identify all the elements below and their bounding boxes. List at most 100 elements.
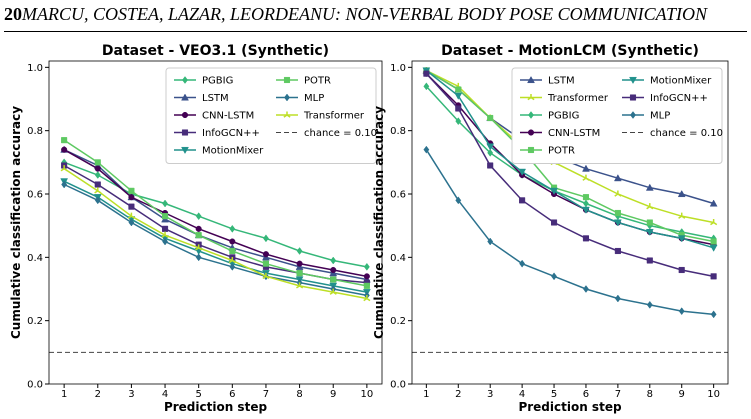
data-point bbox=[710, 310, 717, 319]
data-point bbox=[94, 159, 101, 166]
legend-label: CNN-LSTM bbox=[202, 111, 254, 122]
data-point bbox=[455, 105, 462, 112]
series-line bbox=[63, 164, 367, 284]
data-point bbox=[710, 219, 718, 226]
data-point bbox=[583, 285, 589, 293]
data-point bbox=[195, 244, 203, 251]
y-tick-label: 0.0 bbox=[390, 380, 406, 391]
x-tick-label: 2 bbox=[455, 389, 461, 400]
data-point bbox=[423, 82, 430, 91]
y-tick-label: 0.2 bbox=[27, 316, 43, 327]
plot-frame bbox=[411, 60, 729, 385]
data-point bbox=[550, 219, 558, 226]
data-point bbox=[646, 300, 653, 309]
x-tick-label: 6 bbox=[229, 389, 235, 400]
y-tick-label: 0.2 bbox=[390, 316, 406, 327]
y-tick-label: 1.0 bbox=[27, 63, 43, 74]
data-point bbox=[60, 165, 68, 172]
data-point bbox=[454, 92, 463, 100]
legend-label: MotionMixer bbox=[650, 76, 712, 87]
x-tick-label: 6 bbox=[583, 389, 589, 400]
data-point bbox=[229, 238, 236, 245]
data-point bbox=[677, 189, 686, 198]
data-point bbox=[128, 194, 135, 201]
x-axis-label: Prediction step bbox=[164, 400, 268, 414]
data-point bbox=[363, 262, 370, 271]
legend-label: chance = 0.10 bbox=[650, 128, 723, 139]
data-point bbox=[709, 199, 718, 207]
data-point bbox=[228, 257, 236, 264]
data-point bbox=[296, 270, 303, 277]
x-tick-label: 4 bbox=[162, 389, 168, 400]
data-point bbox=[128, 203, 135, 210]
data-point bbox=[646, 257, 653, 264]
legend-marker bbox=[527, 94, 535, 101]
legend-marker bbox=[630, 111, 636, 119]
y-tick-label: 0.4 bbox=[390, 253, 406, 264]
x-tick-label: 3 bbox=[487, 389, 493, 400]
legend-box bbox=[511, 67, 723, 164]
legend-marker bbox=[181, 112, 189, 118]
data-point bbox=[127, 212, 135, 219]
data-point bbox=[455, 86, 462, 93]
legend-marker bbox=[527, 75, 535, 84]
data-point bbox=[613, 174, 622, 182]
plot-frame bbox=[48, 60, 383, 385]
data-point bbox=[195, 232, 202, 239]
data-point bbox=[330, 267, 337, 273]
data-point bbox=[423, 70, 430, 77]
running-header: 20MARCU, COSTEA, LAZAR, LEORDEANU: NON-V… bbox=[4, 4, 707, 25]
data-point bbox=[582, 194, 590, 201]
data-point bbox=[551, 272, 557, 281]
legend-marker bbox=[181, 129, 189, 136]
data-point bbox=[94, 165, 101, 172]
data-point bbox=[363, 282, 370, 289]
legend-label: POTR bbox=[304, 76, 331, 87]
data-point bbox=[678, 212, 686, 219]
legend-label: InfoGCN++ bbox=[650, 93, 708, 104]
data-point bbox=[677, 235, 686, 243]
series-line bbox=[63, 149, 368, 278]
data-point bbox=[229, 247, 236, 255]
x-tick-label: 9 bbox=[330, 389, 336, 400]
data-point bbox=[94, 171, 101, 179]
data-point bbox=[329, 288, 337, 295]
series-line bbox=[425, 69, 714, 249]
data-point bbox=[614, 247, 621, 255]
legend-marker bbox=[283, 111, 291, 118]
y-tick-label: 0.8 bbox=[390, 126, 406, 137]
data-point bbox=[455, 196, 462, 205]
legend-marker bbox=[283, 76, 291, 84]
page-number: 20 bbox=[4, 4, 22, 24]
data-point bbox=[614, 190, 622, 197]
series-line bbox=[63, 161, 368, 268]
running-title: MARCU, COSTEA, LAZAR, LEORDEANU: NON-VER… bbox=[22, 4, 707, 24]
x-tick-label: 5 bbox=[195, 389, 201, 400]
data-point bbox=[229, 224, 236, 233]
legend-box bbox=[165, 67, 377, 164]
y-tick-label: 1.0 bbox=[390, 63, 406, 74]
data-point bbox=[582, 164, 590, 172]
data-point bbox=[614, 209, 621, 217]
x-tick-label: 4 bbox=[519, 389, 525, 400]
series-line bbox=[63, 180, 368, 293]
data-point bbox=[645, 228, 654, 237]
legend-label: chance = 0.10 bbox=[304, 128, 377, 139]
data-point bbox=[296, 260, 303, 267]
legend-label: POTR bbox=[548, 146, 575, 157]
y-tick-label: 0.6 bbox=[390, 190, 406, 201]
data-point bbox=[161, 213, 169, 220]
legend-marker bbox=[527, 146, 535, 154]
data-point bbox=[710, 273, 717, 280]
data-point bbox=[61, 146, 68, 153]
data-point bbox=[487, 162, 494, 169]
data-point bbox=[646, 203, 654, 210]
data-point bbox=[61, 180, 68, 189]
chart-title: Dataset - MotionLCM (Synthetic) bbox=[441, 43, 699, 59]
data-point bbox=[94, 181, 101, 188]
x-tick-label: 1 bbox=[61, 389, 67, 400]
x-tick-label: 3 bbox=[128, 389, 134, 400]
x-tick-label: 8 bbox=[647, 389, 653, 400]
data-point bbox=[363, 295, 371, 302]
